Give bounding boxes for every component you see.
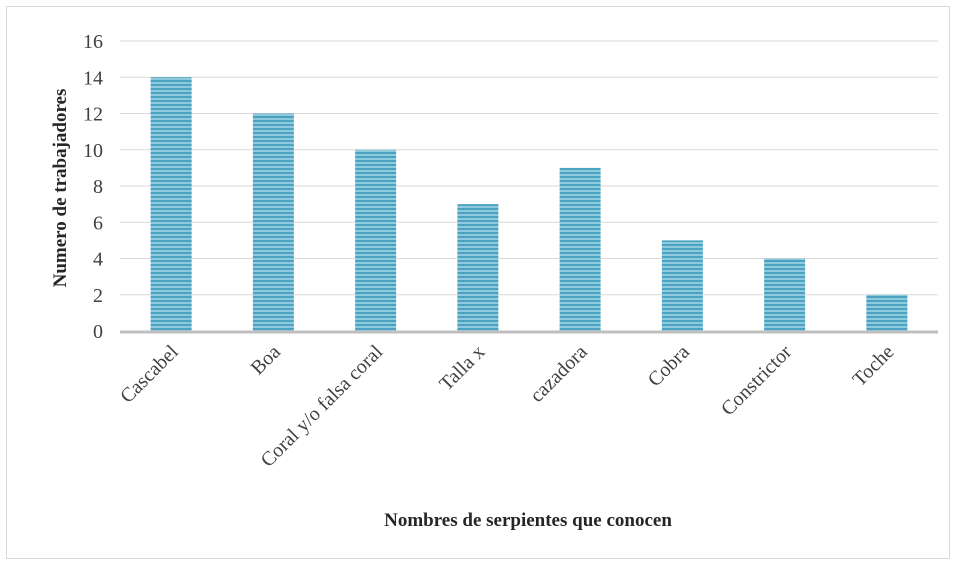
bar-boa [252, 113, 294, 331]
bar-toche [866, 294, 908, 331]
y-tick-label: 4 [93, 249, 103, 271]
y-tick-label: 12 [83, 104, 103, 126]
x-tick-label: Cascabel [116, 341, 183, 408]
y-tick-label: 10 [83, 140, 103, 162]
bar-cascabel [150, 77, 192, 331]
bar-constrictor [764, 258, 806, 331]
x-tick-label: Cobra [644, 341, 694, 391]
y-tick-label: 0 [93, 321, 103, 343]
x-tick-label: Toche [849, 341, 899, 391]
y-tick-labels: 0 2 4 6 8 10 12 14 16 [83, 31, 103, 343]
bar-coral-y-o-falsa-coral [355, 149, 397, 331]
y-axis-title: Numero de trabajadores [50, 89, 71, 288]
x-tick-label: Boa [247, 341, 285, 379]
y-tick-label: 8 [93, 176, 103, 198]
bar-cazadora [559, 167, 601, 331]
bars [150, 77, 908, 331]
gridlines [120, 40, 938, 296]
y-tick-label: 2 [93, 285, 103, 307]
y-tick-label: 14 [83, 67, 103, 89]
y-tick-label: 16 [83, 31, 103, 53]
y-tick-label: 6 [93, 212, 103, 234]
x-tick-label: Constrictor [717, 341, 796, 420]
bar-cobra [661, 240, 703, 331]
bar-talla-x [457, 204, 499, 331]
x-tick-label: cazadora [526, 341, 592, 407]
x-axis-title: Nombres de serpientes que conocen [384, 510, 672, 531]
x-tick-label: Talla x [435, 341, 489, 395]
